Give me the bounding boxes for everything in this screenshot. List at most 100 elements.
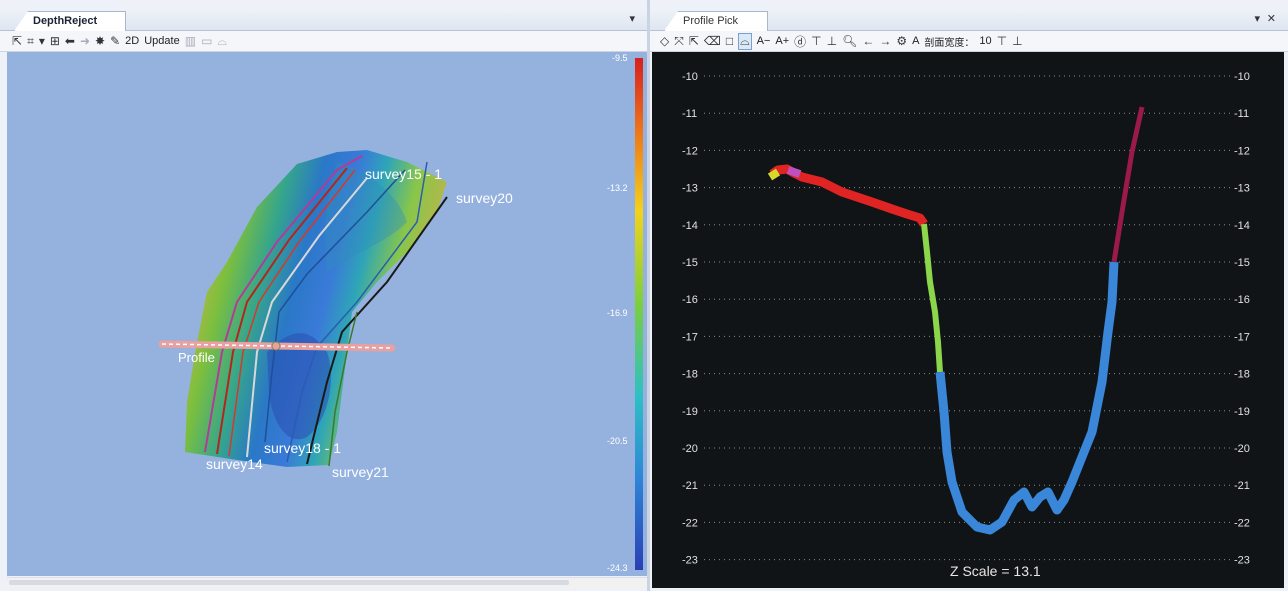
y-tick-label-right: -10 (1234, 71, 1250, 83)
y-tick-label-right: -14 (1234, 220, 1250, 232)
tab-depth-reject[interactable]: DepthReject (14, 11, 126, 31)
profile-segment-blue (935, 261, 1119, 535)
y-tick-label-right: -19 (1234, 406, 1250, 418)
3d-view-viewport[interactable]: survey15 - 1 survey20 Profile survey18 -… (7, 52, 647, 576)
dropdown-arrow-icon[interactable]: ▾ (38, 34, 45, 48)
profile-handle[interactable] (271, 341, 281, 351)
survey15-label: survey15 - 1 (365, 166, 443, 182)
profile-plot: -10 -11 -12 -13 -14 -15 -16 -17 -18 -19 -20 -21 -22 -… (682, 71, 1250, 567)
y-tick-label-left: -20 (682, 443, 698, 455)
colorbar-tick: -9.5 (612, 53, 628, 63)
profile-segment-red (769, 164, 928, 227)
horizontal-scrollbar[interactable] (7, 577, 647, 588)
tab-menu-dropdown-icon[interactable]: ▾ (629, 13, 635, 25)
colorbar-tick: -24.3 (607, 563, 628, 573)
survey-surface-map (158, 58, 643, 570)
left-tab-bar: DepthReject ▾ (0, 9, 647, 31)
profile-chart[interactable]: -10 -11 -12 -13 -14 -15 -16 -17 -18 -19 -20 -21 -22 -… (652, 52, 1284, 588)
survey21-label: survey21 (332, 464, 389, 480)
y-tick-label-left: -17 (682, 331, 698, 343)
colorbar-tick: -20.5 (607, 436, 628, 446)
y-tick-label-right: -15 (1234, 257, 1250, 269)
y-tick-label-left: -10 (682, 71, 698, 83)
font-decrease-button[interactable]: A− (756, 35, 771, 47)
scrollbar-thumb[interactable] (9, 580, 569, 585)
profile-width-value[interactable]: 10 (979, 35, 992, 47)
y-tick-label-left: -15 (682, 257, 698, 269)
grid-lines (704, 75, 1230, 561)
survey14-label: survey14 (206, 456, 263, 472)
arrow-right-icon[interactable]: → (879, 34, 892, 48)
z-scale-label: Z Scale = 13.1 (950, 563, 1041, 579)
y-tick-label-right: -16 (1234, 294, 1250, 306)
panel-splitter[interactable] (647, 0, 650, 591)
undo-icon[interactable]: ⬅ (64, 34, 75, 48)
profile-segment-maroon (1111, 106, 1145, 263)
y-tick-label-right: -21 (1234, 480, 1250, 492)
redo-icon[interactable]: ➜ (79, 34, 91, 48)
2d-button[interactable]: 2D (125, 35, 140, 47)
grid-icon[interactable]: ▥ (184, 34, 197, 48)
profile-segment-green (921, 223, 943, 373)
select-arrow-icon[interactable]: ⇱ (12, 34, 23, 48)
survey20-label: survey20 (456, 190, 513, 206)
decrease-icon[interactable]: ⊥ (1012, 34, 1023, 48)
edit-icon[interactable]: ✎ (110, 34, 121, 48)
right-tab-bar: Profile Pick ▾ ✕ (650, 9, 1288, 31)
right-toolbar: ◇ ⤧ ⇱ ⌫ □ ⌓ A− A+ ⓓ ⊤ ⊥ 🔍︎ ← → ⚙ A 剖面宽度：… (650, 31, 1288, 52)
y-tick-label-left: -19 (682, 406, 698, 418)
colorbar-tick: -13.2 (607, 183, 628, 193)
y-tick-label-right: -12 (1234, 145, 1250, 157)
eraser-icon[interactable]: ⌫ (703, 34, 721, 48)
y-tick-label-left: -18 (682, 369, 698, 381)
increase-icon[interactable]: ⊤ (996, 34, 1008, 48)
y-tick-label-right: -17 (1234, 331, 1250, 343)
gear-icon[interactable]: ⚙ (896, 34, 908, 48)
y-tick-label-left: -11 (682, 108, 697, 120)
profile-label: Profile (178, 350, 215, 365)
profile-segment-yellow (767, 168, 781, 181)
magic-wand-icon[interactable]: ✸ (95, 34, 106, 48)
expand-icon[interactable]: ⤧ (674, 33, 684, 48)
rectangle-icon[interactable]: ▭ (201, 34, 213, 48)
y-tick-label-right: -11 (1234, 108, 1249, 120)
lasso-icon[interactable]: ⌓ (217, 33, 227, 48)
update-button[interactable]: Update (144, 35, 180, 47)
tab-profile-pick[interactable]: Profile Pick (664, 11, 768, 31)
y-tick-label-left: -21 (682, 480, 698, 492)
y-tick-label-right: -18 (1234, 369, 1250, 381)
y-tick-label-left: -23 (682, 555, 698, 567)
y-tick-label-left: -22 (682, 517, 698, 529)
select-arrow-icon[interactable]: ⇱ (688, 34, 699, 48)
y-tick-label-left: -13 (682, 183, 698, 195)
left-toolbar: ⇱ ⌗ ▾ ⊞ ⬅ ➜ ✸ ✎ 2D Update ▥ ▭ ⌓ (0, 31, 647, 52)
y-tick-label-right: -20 (1234, 443, 1250, 455)
font-increase-button[interactable]: A+ (775, 35, 790, 47)
profile-width-label: 剖面宽度： (924, 37, 975, 49)
colorbar (635, 58, 643, 570)
diamond-icon[interactable]: ◇ (660, 34, 670, 48)
colorbar-tick: -16.9 (607, 308, 628, 318)
y-axis-right: -10 -11 -12 -13 -14 -15 -16 -17 -18 -19 -20 -21 -22 -… (1234, 71, 1250, 567)
y-tick-label-left: -12 (682, 145, 698, 157)
rectangle-select-icon[interactable]: □ (725, 34, 734, 48)
y-tick-label-left: -14 (682, 220, 698, 232)
align-top-icon[interactable]: ⊤ (811, 34, 822, 48)
crop-icon[interactable]: ⌗ (27, 33, 34, 48)
y-axis-left: -10 -11 -12 -13 -14 -15 -16 -17 -18 -19 -20 -21 -22 -… (682, 71, 698, 567)
survey18-label: survey18 - 1 (264, 440, 342, 456)
close-icon[interactable]: ✕ (1266, 13, 1276, 25)
y-tick-label-right: -23 (1234, 555, 1250, 567)
y-tick-label-right: -13 (1234, 183, 1250, 195)
arrow-left-icon[interactable]: ← (862, 34, 875, 48)
profile-segment-purple (786, 166, 802, 178)
y-tick-label-left: -16 (682, 294, 698, 306)
font-a-button[interactable]: A (912, 35, 920, 47)
y-tick-label-right: -22 (1234, 517, 1250, 529)
lasso-select-icon[interactable]: ⌓ (738, 32, 752, 50)
align-bottom-icon[interactable]: ⊥ (826, 34, 838, 48)
zoom-extent-icon[interactable]: ⊞ (49, 34, 60, 48)
circle-2d-icon[interactable]: ⓓ (794, 34, 807, 49)
tab-menu-dropdown-icon[interactable]: ▾ (1254, 13, 1260, 25)
zoom-icon[interactable]: 🔍︎ (842, 34, 858, 48)
